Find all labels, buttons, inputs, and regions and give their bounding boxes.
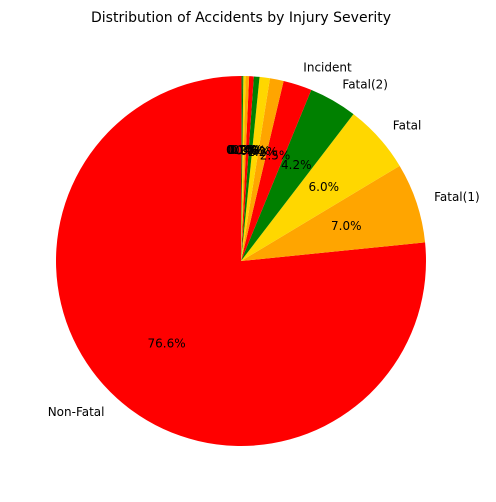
pie-slice: [56, 76, 427, 446]
slice-percent-label: 7.0%: [331, 219, 362, 233]
pie-labels: 76.6% Non-Fatal 7.0% Fatal(1) 6.0% Fatal 4.2% F…: [48, 60, 480, 419]
slice-percent-label: 0.4%: [232, 143, 263, 157]
pie-slice: [241, 75, 243, 262]
pie-slice: [241, 76, 244, 261]
slice-percent-label: 0.3%: [230, 143, 261, 157]
pie-slice: [241, 80, 312, 261]
pie-slice: [241, 76, 254, 262]
pie-slice: [241, 89, 354, 261]
slice-percent-label: 0.5%: [235, 143, 266, 157]
slice-category-label: Fatal: [393, 119, 422, 133]
pie-slice: [241, 76, 260, 261]
slice-percent-label: 0.9%: [240, 144, 271, 158]
pie-slice: [241, 78, 284, 261]
pie-slice: [241, 165, 426, 261]
pie-slices: [56, 75, 427, 446]
slice-percent-label: 4.2%: [281, 158, 312, 172]
pie-slice: [241, 114, 400, 261]
slice-percent-label: 2.5%: [260, 148, 291, 162]
slice-category-label: Fatal(1): [434, 190, 480, 204]
pie-slice: [241, 76, 270, 262]
slice-percent-label: 6.0%: [309, 180, 340, 194]
slice-category-label: Fatal(2): [342, 78, 388, 92]
slice-percent-label: 76.6%: [148, 336, 186, 350]
chart-title: Distribution of Accidents by Injury Seve…: [91, 10, 391, 26]
pie-slice: [241, 76, 250, 261]
pie-slice: [241, 76, 246, 261]
slice-percent-label: 0.2%: [228, 143, 259, 157]
slice-category-label: Non-Fatal: [48, 405, 105, 419]
slice-percent-label: 1.2%: [247, 145, 278, 159]
slice-category-label: Incident: [303, 60, 352, 74]
slice-percent-label: 0.1%: [227, 143, 258, 157]
slice-percent-label: 0.1%: [226, 143, 257, 157]
